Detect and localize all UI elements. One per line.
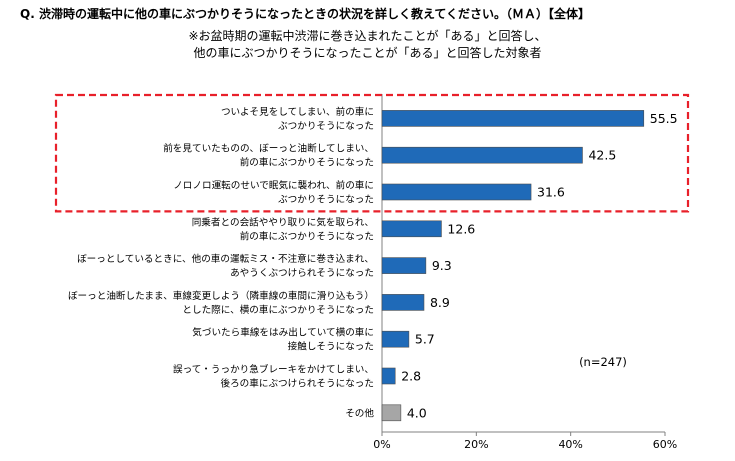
category-label: とした際に、横の車にぶつかりそうになった	[182, 304, 374, 316]
data-label: 8.9	[430, 295, 450, 310]
bar	[381, 110, 645, 127]
x-tick-label: 20%	[464, 438, 488, 451]
x-tick-label: 60%	[653, 438, 677, 451]
bar	[381, 183, 532, 201]
data-label: 4.0	[407, 405, 427, 420]
bar	[381, 404, 402, 422]
bar	[381, 294, 425, 311]
data-label: 42.5	[588, 148, 616, 163]
bar	[381, 220, 442, 238]
category-label: ついよそ見をしてしまい、前の車に	[221, 106, 374, 118]
x-tick-label: 0%	[373, 438, 390, 451]
category-label: ぼーっとしているときに、他の車の運転ミス・不注意に巻き込まれ、	[77, 253, 374, 265]
bar	[381, 257, 427, 274]
category-label: あやうくぶつけられそうになった	[230, 268, 374, 279]
data-label: 5.7	[415, 332, 435, 347]
category-label: 接触しそうになった	[288, 341, 374, 353]
data-label: 31.6	[537, 185, 565, 200]
respondent-note-line-1: ※お盆時期の運転中渋滞に巻き込まれたことが「ある」と回答し、	[188, 29, 547, 43]
data-label: 2.8	[401, 369, 421, 384]
category-label: ぶつかりそうになった	[278, 195, 374, 206]
sample-size-annotation: (n=247)	[579, 355, 627, 369]
category-label: 前の車にぶつかりそうになった	[240, 230, 374, 242]
bar	[381, 330, 410, 348]
category-label: 前の車にぶつかりそうになった	[240, 157, 374, 169]
category-label: 誤って・うっかり急ブレーキをかけてしまい、	[173, 364, 374, 376]
category-label: その他	[345, 407, 374, 419]
data-label: 9.3	[432, 258, 452, 273]
category-label: 同乗者との会話ややり取りに気を取られ、	[192, 216, 374, 228]
bar	[381, 367, 396, 385]
x-tick-label: 40%	[558, 438, 582, 451]
category-label: 後ろの車にぶつけられそうになった	[221, 378, 375, 390]
respondent-note-line-2: 他の車にぶつかりそうになったことが「ある」と回答した対象者	[193, 46, 542, 60]
data-label: 12.6	[447, 221, 475, 236]
category-label: 気づいたら車線をはみ出していて横の車に	[192, 327, 374, 339]
data-label: 55.5	[650, 111, 678, 126]
category-label: 前を見ていたものの、ぼーっと油断してしまい、	[163, 143, 374, 155]
category-label: ノロノロ運転のせいで眠気に襲われ、前の車に	[173, 180, 374, 192]
category-label: ぶつかりそうになった	[278, 121, 374, 132]
question-title: Q. 渋滞時の運転中に他の車にぶつかりそうになったときの状況を詳しく教えてくださ…	[20, 7, 590, 21]
bar	[381, 146, 583, 164]
category-label: ぼーっと油断したまま、車線変更しよう（隣車線の車間に滑り込もう）	[68, 290, 374, 302]
